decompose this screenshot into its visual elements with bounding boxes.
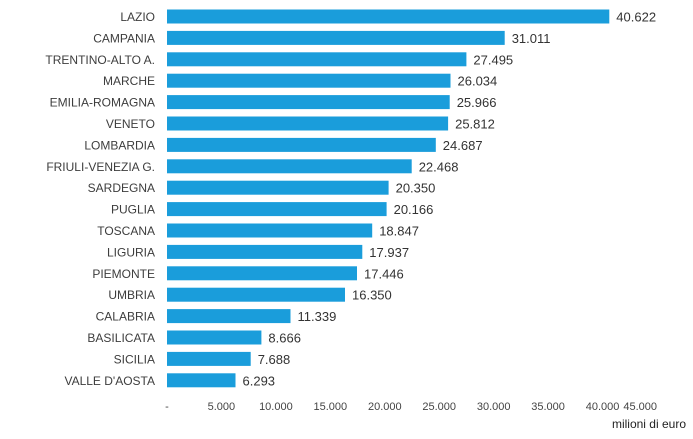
- value-label: 17.937: [369, 245, 409, 260]
- bar-umbria: [167, 287, 345, 302]
- bar-trentino-alto-a: [167, 52, 467, 67]
- value-label: 31.011: [512, 31, 551, 46]
- category-label: SARDEGNA: [88, 181, 155, 195]
- x-tick-label: 40.000: [586, 401, 620, 413]
- value-label: 22.468: [419, 159, 459, 174]
- category-label: PIEMONTE: [92, 267, 155, 281]
- x-axis-ticks-group: - 5.000 10.000 15.000 20.000 25.000 30.000 35.0…: [165, 401, 657, 413]
- value-label: 16.350: [352, 288, 392, 303]
- bar-marche: [167, 73, 451, 88]
- category-label: TOSCANA: [97, 224, 155, 238]
- bar-friuli-venezia-g: [167, 159, 412, 174]
- value-label: 26.034: [458, 74, 498, 89]
- category-label: EMILIA-ROMAGNA: [50, 96, 155, 110]
- x-tick-label: 15.000: [313, 401, 347, 413]
- category-label: VALLE D'AOSTA: [64, 374, 155, 388]
- value-label: 25.966: [457, 95, 497, 110]
- value-label: 18.847: [379, 224, 419, 239]
- bar-campania: [167, 30, 505, 45]
- bars-group: [167, 9, 610, 388]
- category-labels-group: LAZIO CAMPANIA TRENTINO-ALTO A. MARCHE EMILI…: [45, 10, 155, 388]
- category-label: SICILIA: [114, 352, 155, 366]
- bar-liguria: [167, 244, 363, 259]
- value-label: 25.812: [455, 117, 495, 132]
- value-labels-group: 40.622 31.011 27.495 26.034 25.966 25.812 24.6…: [243, 10, 657, 389]
- category-label: CAMPANIA: [93, 31, 155, 45]
- category-label: BASILICATA: [87, 331, 155, 345]
- category-label: VENETO: [106, 117, 155, 131]
- bar-toscana: [167, 223, 373, 238]
- category-label: PUGLIA: [111, 203, 155, 217]
- category-label: LIGURIA: [107, 245, 155, 259]
- value-label: 40.622: [616, 10, 656, 25]
- value-label: 7.688: [258, 352, 291, 367]
- bar-piemonte: [167, 266, 357, 281]
- x-tick-label: 20.000: [368, 401, 402, 413]
- x-tick-label: 25.000: [422, 401, 456, 413]
- x-axis-unit-label: milioni di euro: [612, 417, 686, 431]
- x-tick-label: 5.000: [208, 401, 236, 413]
- value-label: 24.687: [443, 138, 483, 153]
- bar-puglia: [167, 202, 387, 217]
- value-label: 8.666: [268, 331, 301, 346]
- category-label: LAZIO: [120, 10, 155, 24]
- bar-lombardia: [167, 137, 436, 152]
- value-label: 20.350: [396, 181, 436, 196]
- category-label: FRIULI-VENEZIA G.: [46, 160, 155, 174]
- bar-sicilia: [167, 351, 251, 366]
- value-label: 11.339: [298, 309, 337, 324]
- bar-veneto: [167, 116, 449, 131]
- x-tick-label: 30.000: [477, 401, 511, 413]
- x-tick-label: 45.000: [623, 401, 657, 413]
- category-label: CALABRIA: [96, 310, 155, 324]
- bar-emilia-romagna: [167, 95, 450, 110]
- value-label: 27.495: [473, 52, 513, 67]
- x-tick-label: 10.000: [259, 401, 293, 413]
- category-label: TRENTINO-ALTO A.: [45, 53, 155, 67]
- value-label: 17.446: [364, 266, 404, 281]
- category-label: UMBRIA: [108, 288, 155, 302]
- category-label: LOMBARDIA: [84, 138, 155, 152]
- value-label: 20.166: [394, 202, 434, 217]
- bar-lazio: [167, 9, 610, 24]
- value-label: 6.293: [243, 373, 276, 388]
- category-label: MARCHE: [103, 74, 155, 88]
- x-tick-label: 35.000: [531, 401, 565, 413]
- bar-basilicata: [167, 330, 262, 345]
- x-tick-label: -: [165, 401, 169, 413]
- bar-sardegna: [167, 180, 389, 195]
- bar-calabria: [167, 309, 291, 324]
- bar-valle-d-aosta: [167, 373, 236, 388]
